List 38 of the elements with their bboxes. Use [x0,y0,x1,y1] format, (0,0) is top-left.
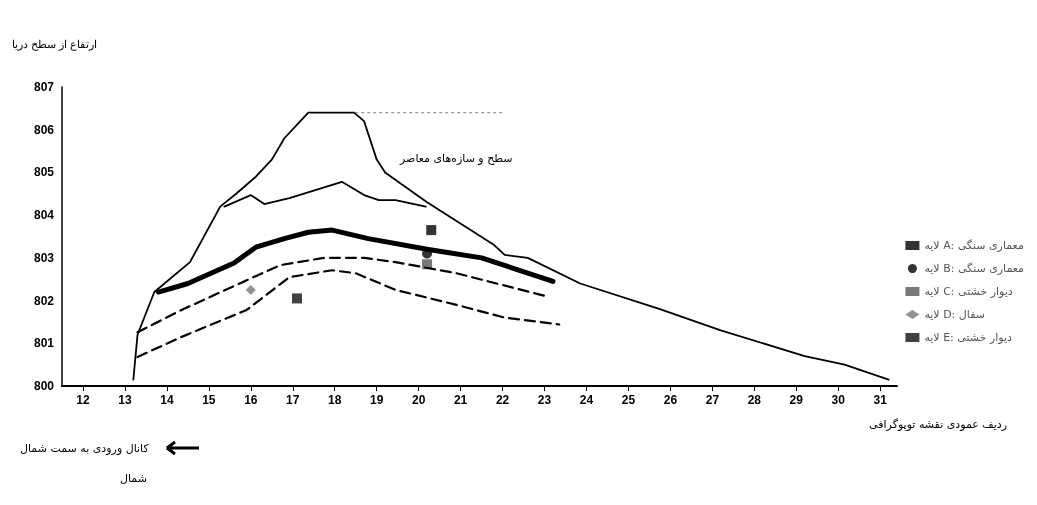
x-tick-label: 18 [328,393,342,407]
x-tick-label: 15 [202,393,216,407]
x-tick-label: 28 [747,393,762,407]
x-tick-label: 20 [411,393,426,407]
x-tick-label: 21 [453,393,468,407]
x-tick-label: 17 [286,393,300,407]
y-tick-label: 801 [33,336,55,351]
y-tick-label: 805 [33,165,55,180]
legend-label: لایه A: معماری سنگی [924,239,1024,252]
text: کانال ورودی به سمت شمال [20,441,149,455]
x-tick-label: 25 [621,393,636,407]
x-tick-label: 19 [370,393,384,407]
legend-label: لایه B: معماری سنگی [924,262,1025,275]
legend-label: لایه E: دیوار خشتی [924,331,1013,344]
x-tick-label: 29 [789,393,804,407]
y-tick-label: 803 [33,250,55,265]
y-tick-label: 807 [33,80,55,94]
y-tick-label: 806 [33,122,55,137]
x-tick-label: 22 [495,393,510,407]
x-tick-label: 23 [537,393,552,407]
y-axis-title: ارتفاع از سطح دریا [12,37,98,51]
legend-label: لایه C: دیوار خشتی [924,285,1013,298]
text: شمال [120,472,147,485]
legend-label: لایه D: سفال [924,308,985,321]
y-tick-label: 804 [33,208,55,223]
x-tick-label: 13 [118,393,132,407]
x-tick-label: 27 [705,393,720,407]
x-tick-label: 16 [244,393,258,407]
x-tick-label: 12 [76,393,90,407]
x-tick-label: 26 [663,393,678,407]
x-tick-label: 30 [831,393,846,407]
x-tick-label: 24 [579,393,594,407]
annotation: سطح و سازه‌های معاصر [400,152,513,165]
x-axis-title: ردیف عمودی نقشه توپوگرافی [869,418,1007,431]
y-tick-label: 800 [33,379,55,393]
x-tick-label: 14 [160,393,174,407]
y-tick-label: 802 [33,293,55,308]
x-tick-label: 31 [873,393,888,407]
